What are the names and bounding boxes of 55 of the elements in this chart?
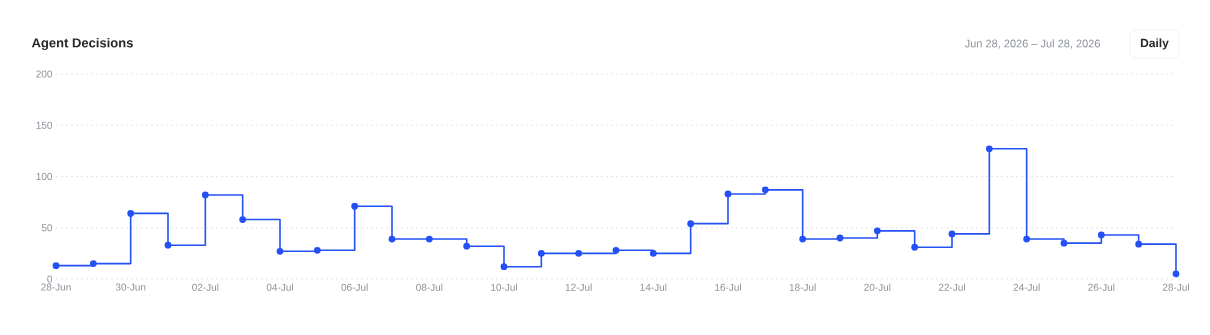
point bbox=[985, 145, 993, 153]
point bbox=[948, 230, 956, 238]
point bbox=[89, 260, 97, 268]
point bbox=[201, 191, 209, 199]
point bbox=[724, 190, 732, 198]
point bbox=[1097, 231, 1105, 239]
x-tick-label: 18-Jul bbox=[789, 283, 816, 291]
point bbox=[911, 243, 919, 251]
point bbox=[239, 216, 247, 223]
point bbox=[649, 249, 657, 257]
point bbox=[799, 235, 807, 243]
point bbox=[52, 262, 60, 270]
point bbox=[873, 227, 881, 235]
x-tick-label: 28-Jun bbox=[41, 283, 71, 291]
y-tick-label: 0 bbox=[47, 275, 53, 283]
x-tick-label: 08-Jul bbox=[416, 283, 443, 291]
x-tick-label: 16-Jul bbox=[715, 283, 741, 291]
x-tick-label: 06-Jul bbox=[341, 283, 368, 291]
y-tick-label: 100 bbox=[36, 172, 53, 181]
point bbox=[500, 263, 508, 271]
x-tick-label: 10-Jul bbox=[491, 283, 517, 291]
chart-subtitle: Jun 28, 2026 – Jul 28, 2026 bbox=[964, 39, 1100, 49]
y-tick-label: 150 bbox=[36, 121, 53, 129]
point bbox=[612, 246, 620, 254]
x-tick-label: 20-Jul bbox=[864, 283, 891, 291]
point bbox=[1023, 235, 1031, 243]
point bbox=[425, 235, 433, 243]
point bbox=[276, 247, 284, 255]
x-tick-label: 12-Jul bbox=[565, 283, 592, 291]
chart-title: Agent Decisions bbox=[31, 37, 133, 51]
point bbox=[463, 242, 471, 250]
point bbox=[1172, 270, 1180, 278]
point bbox=[1135, 240, 1143, 248]
point bbox=[761, 186, 769, 194]
y-tick-label: 200 bbox=[36, 70, 53, 78]
x-tick-label: 14-Jul bbox=[640, 283, 667, 291]
point bbox=[537, 249, 545, 257]
x-tick-label: 02-Jul bbox=[192, 283, 219, 291]
point bbox=[836, 234, 844, 242]
point bbox=[575, 249, 583, 257]
x-tick-label: 30-Jun bbox=[115, 283, 146, 291]
point bbox=[687, 220, 695, 228]
point bbox=[164, 241, 172, 249]
y-tick-label: 50 bbox=[41, 224, 53, 232]
x-tick-label: 26-Jul bbox=[1088, 283, 1115, 291]
text: Daily bbox=[1140, 38, 1169, 50]
point bbox=[127, 210, 135, 217]
point bbox=[313, 246, 321, 254]
x-tick-label: 24-Jul bbox=[1013, 283, 1040, 291]
x-tick-label: 28-Jul bbox=[1162, 283, 1189, 291]
x-tick-label: 22-Jul bbox=[938, 283, 965, 291]
point bbox=[351, 202, 359, 210]
x-tick-label: 04-Jul bbox=[266, 283, 293, 291]
point bbox=[388, 235, 396, 243]
point bbox=[1060, 239, 1068, 247]
